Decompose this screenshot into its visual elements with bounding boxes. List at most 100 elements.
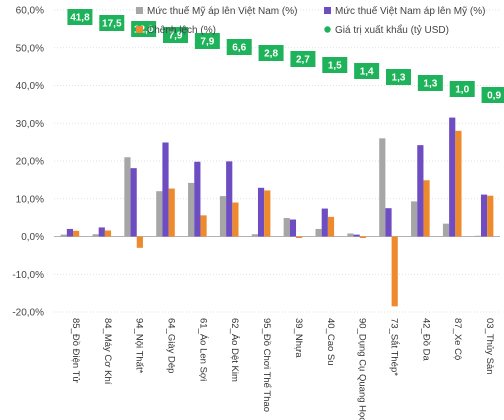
bar-difference [73, 230, 80, 237]
x-tick-label: 90_Dụng Cụ Quang Học [357, 318, 368, 420]
bar-tax-vn-on-us [289, 219, 297, 237]
x-tick-label: 42_Đồ Da [420, 318, 431, 361]
x-tick-label: 73_Sắt Thép* [389, 318, 400, 376]
x-tick-label: 62_Áo Dệt Kim [229, 318, 240, 382]
bar-tax-us-on-vn [442, 223, 450, 237]
bar-tax-us-on-vn [156, 191, 163, 237]
bar-tax-us-on-vn [188, 182, 195, 237]
bar-tax-vn-on-us [130, 168, 137, 237]
bar-tax-vn-on-us [321, 208, 328, 237]
export-value-label: 2,8 [264, 49, 278, 60]
legend-item-tax-vn-on-us: Mức thuế Việt Nam áp lên Mỹ (%) [324, 5, 485, 17]
x-tick-label: 94_Nội Thất* [134, 318, 145, 374]
bar-difference [487, 195, 494, 237]
export-value-label: 1,3 [423, 79, 437, 90]
legend-swatch-tax-us-on-vn [136, 7, 143, 14]
export-value-label: 1,5 [328, 61, 342, 72]
export-value-marker [194, 33, 220, 49]
bar-tax-us-on-vn [411, 201, 418, 237]
y-tick-label: 10,0% [16, 194, 44, 205]
x-tick-label: 84_Máy Cơ Khí [102, 318, 113, 385]
legend-label-difference: Chênh lệch (%) [147, 25, 216, 36]
y-tick-label: 50,0% [16, 43, 44, 54]
bar-difference [423, 180, 430, 237]
export-value-label: 0,9 [487, 91, 501, 102]
export-value-marker [481, 87, 504, 103]
y-axis: 60,0% 50,0% 40,0% 30,0% 20,0% 10,0% 0,0% -10,0%… [12, 6, 44, 319]
y-tick-label: 0,0% [21, 232, 44, 243]
y-tick-label: 20,0% [16, 157, 44, 168]
bar-tax-vn-on-us [66, 228, 74, 237]
x-tick-label: 03_Thủy Sản [484, 318, 495, 375]
export-value-marker [290, 51, 316, 67]
bar-tax-us-on-vn [251, 234, 258, 237]
export-value-marker [417, 75, 443, 91]
legend-item-export-value: Giá trị xuất khẩu (tỷ USD) [324, 24, 449, 36]
export-value-marker [449, 81, 475, 97]
legend: Mức thuế Mỹ áp lên Việt Nam (%) Mức thuế… [136, 5, 485, 36]
bar-difference [359, 236, 366, 239]
export-value-marker [258, 45, 284, 61]
export-value-label: 1,3 [392, 73, 406, 84]
legend-label-tax-us-on-vn: Mức thuế Mỹ áp lên Việt Nam (%) [147, 5, 297, 17]
export-value-label: 12,0 [134, 25, 154, 36]
export-value-label: 17,5 [102, 19, 122, 30]
export-value-marker [163, 27, 188, 43]
x-tick-label: 40_Cao Su [325, 318, 336, 366]
bar-tax-us-on-vn [92, 234, 99, 237]
bar-tax-vn-on-us [480, 194, 488, 237]
y-tick-label: -20,0% [12, 308, 44, 319]
export-value-label: 1,4 [360, 67, 374, 78]
export-value-label: 41,8 [70, 13, 90, 24]
y-tick-label: -10,0% [12, 270, 44, 281]
bar-tax-vn-on-us [98, 227, 105, 237]
bar-tax-vn-on-us [257, 187, 265, 237]
y-tick-label: 40,0% [16, 81, 44, 92]
bar-difference [296, 236, 303, 239]
bar-tax-us-on-vn [379, 138, 386, 237]
bar-tax-us-on-vn [60, 234, 67, 237]
bar-difference [327, 216, 335, 237]
x-tick-label: 61_Áo Len Sợi [197, 318, 208, 381]
x-tick-label: 39_Nhựa [293, 318, 304, 358]
export-value-marker [322, 57, 348, 73]
export-value-label: 2,7 [296, 55, 310, 66]
bar-tax-us-on-vn [347, 233, 354, 237]
export-value-layer: 41,8 17,5 12,0 7,9 7,9 6,6 2,8 2,7 1,5 1,4 1,3 1,3 1… [67, 9, 504, 103]
bar-difference [104, 230, 112, 237]
bar-difference [136, 236, 143, 248]
bar-tax-us-on-vn [283, 218, 290, 237]
export-value-marker [67, 9, 93, 25]
x-tick-label: 87_Xe Cộ [452, 318, 463, 360]
legend-swatch-difference [136, 26, 143, 33]
legend-swatch-tax-vn-on-us [324, 7, 331, 14]
bar-difference [200, 215, 207, 237]
y-tick-label: 30,0% [16, 119, 44, 130]
export-value-label: 1,0 [455, 85, 469, 96]
bar-difference [264, 190, 271, 237]
y-tick-label: 60,0% [16, 6, 44, 17]
export-value-label: 7,9 [200, 37, 214, 48]
bar-difference [232, 202, 239, 237]
bar-tax-vn-on-us [449, 117, 456, 237]
export-value-marker [226, 39, 252, 55]
bar-difference [455, 130, 462, 237]
bar-tax-us-on-vn [124, 157, 131, 237]
bar-difference [168, 188, 175, 237]
bar-tax-vn-on-us [226, 161, 233, 237]
legend-item-difference: Chênh lệch (%) [136, 25, 216, 36]
x-axis: 85_Đồ Điện Tử 84_Máy Cơ Khí 94_Nội Thất* 64… [70, 318, 495, 420]
x-tick-label: 64_Giày Dép [166, 318, 177, 373]
legend-swatch-export-value [324, 26, 331, 33]
export-value-marker [354, 63, 380, 79]
bar-tax-vn-on-us [385, 208, 392, 237]
bar-tax-vn-on-us [194, 161, 201, 237]
legend-item-tax-us-on-vn: Mức thuế Mỹ áp lên Việt Nam (%) [136, 5, 297, 17]
legend-label-export-value: Giá trị xuất khẩu (tỷ USD) [335, 24, 449, 36]
export-value-label: 7,9 [169, 31, 183, 42]
export-value-marker [386, 69, 411, 85]
x-tick-label: 95_Đồ Chơi Thể Thao [261, 318, 272, 412]
bar-tax-vn-on-us [162, 142, 169, 237]
bar-tax-us-on-vn [315, 228, 322, 237]
bar-difference [391, 236, 398, 307]
